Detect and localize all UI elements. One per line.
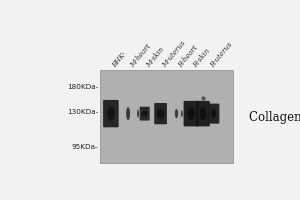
Ellipse shape <box>200 107 206 120</box>
Ellipse shape <box>142 110 148 117</box>
Text: 95KDa-: 95KDa- <box>71 144 98 150</box>
Text: BHK-: BHK- <box>111 50 129 69</box>
Ellipse shape <box>137 109 139 118</box>
Text: Collagen III: Collagen III <box>249 111 300 124</box>
Text: 130KDa-: 130KDa- <box>67 109 98 115</box>
Ellipse shape <box>181 110 183 117</box>
FancyBboxPatch shape <box>196 101 210 126</box>
Ellipse shape <box>175 109 178 118</box>
FancyBboxPatch shape <box>140 107 150 121</box>
Text: M-heart: M-heart <box>128 42 153 69</box>
FancyBboxPatch shape <box>103 100 119 127</box>
Text: R-uterus: R-uterus <box>209 41 235 69</box>
Text: M-skin: M-skin <box>145 46 166 69</box>
Ellipse shape <box>157 109 164 119</box>
Ellipse shape <box>211 109 216 119</box>
Ellipse shape <box>188 107 194 120</box>
Text: M-uterus: M-uterus <box>160 39 188 69</box>
Text: 180KDa-: 180KDa- <box>67 84 98 90</box>
FancyBboxPatch shape <box>184 101 199 126</box>
FancyBboxPatch shape <box>100 70 233 163</box>
Ellipse shape <box>107 107 115 121</box>
Ellipse shape <box>126 107 130 120</box>
Text: R-heart: R-heart <box>176 44 200 69</box>
FancyBboxPatch shape <box>208 104 219 124</box>
FancyBboxPatch shape <box>154 103 167 124</box>
Text: R-skin: R-skin <box>191 47 211 69</box>
